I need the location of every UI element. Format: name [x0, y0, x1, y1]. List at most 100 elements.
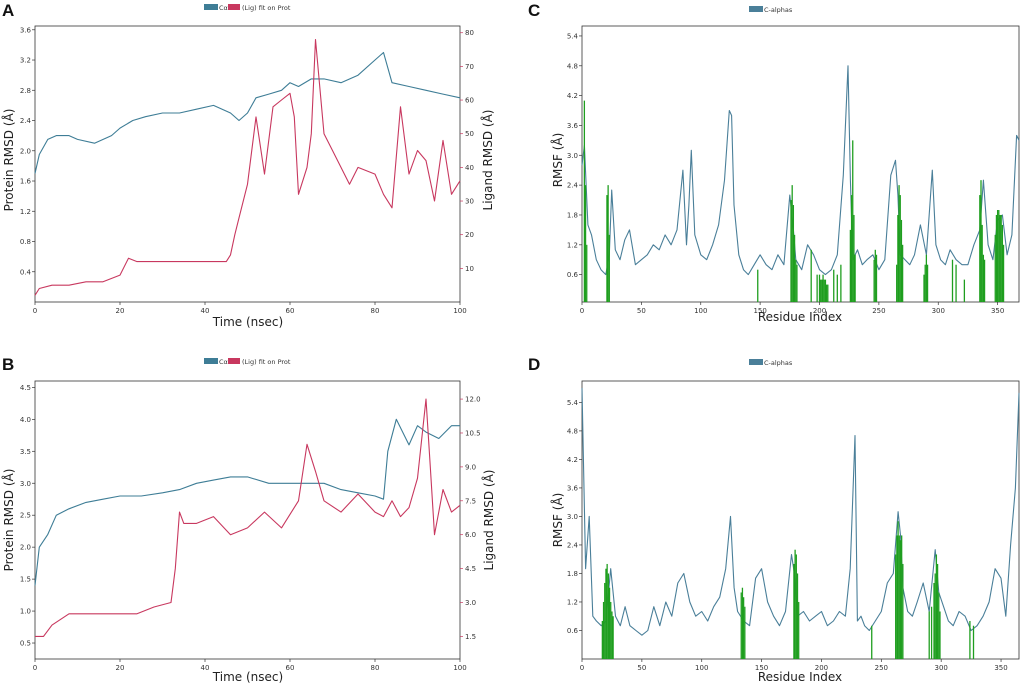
panel-a-xtick-label: 40: [201, 307, 210, 315]
panel-letter-c: C: [528, 1, 540, 20]
panel-b-rmsd-chart: Cα (Lig) fit on Prot Protein RMSD (Å) Li…: [1, 358, 496, 684]
panel-d-ytick-label: 2.4: [567, 541, 579, 549]
panel-c-ytick-label: 0.6: [567, 271, 579, 279]
panel-b-legend-ligand-swatch: [228, 358, 240, 364]
panel-b-ytick-label: 1.5: [20, 576, 31, 584]
panel-c-ytick-label: 2.4: [567, 182, 579, 190]
panel-c-xtick-label: 0: [580, 307, 584, 315]
panel-a-legend-protein-label: Cα: [219, 4, 228, 12]
panel-b-y2label: Ligand RMSD (Å): [481, 470, 496, 571]
panel-c-xtick-label: 300: [932, 307, 945, 315]
panel-b-plot-frame: [34, 380, 461, 660]
panel-c-ytick-label: 4.8: [567, 62, 578, 70]
panel-b-series-ligand-line: [35, 398, 461, 637]
panel-a-y2tick-label: 10: [465, 265, 474, 273]
panel-c-series-c-alphas-line: [581, 65, 1020, 276]
panel-c-ylabel: RMSF (Å): [550, 133, 565, 188]
panel-d-xtick-label: 50: [637, 664, 646, 672]
panel-a-ytick-label: 2.8: [20, 87, 31, 95]
panel-b-ytick-label: 4.5: [20, 384, 31, 392]
panel-a-xtick-label: 100: [453, 307, 466, 315]
panel-a-plot-frame: [34, 25, 461, 303]
panel-d-ytick-label: 0.6: [567, 627, 579, 635]
panel-a-ylabel: Protein RMSD (Å): [1, 109, 16, 212]
panel-c-legend: C-alphas: [749, 6, 793, 14]
panel-d-ylabel: RMSF (Å): [550, 493, 565, 548]
panel-b-legend: Cα (Lig) fit on Prot: [204, 358, 291, 366]
panel-a-ytick-label: 1.2: [20, 208, 31, 216]
panel-b-ytick-label: 0.5: [20, 640, 31, 648]
panel-letter-b: B: [2, 355, 14, 374]
panel-letter-d: D: [528, 355, 540, 374]
panel-c-rmsf-chart: C-alphas RMSF (Å) Residue Index 0 50 100 15…: [550, 6, 1020, 324]
panel-c-ytick-label: 1.2: [567, 241, 578, 249]
panel-d-legend-label: C-alphas: [764, 359, 793, 367]
panel-a-ytick-label: 3.2: [20, 57, 31, 65]
panel-c-xtick-label: 50: [637, 307, 646, 315]
panel-b-series-protein-line: [34, 418, 460, 586]
panel-a-y2tick-label: 50: [465, 130, 474, 138]
panel-c-xlabel: Residue Index: [758, 310, 842, 324]
panel-a-ytick-label: 1.6: [20, 178, 32, 186]
panel-b-legend-protein-label: Cα: [219, 358, 228, 366]
panel-b-xtick-label: 60: [286, 664, 295, 672]
panel-d-ytick-label: 1.2: [567, 598, 578, 606]
panel-b-ytick-label: 3.0: [20, 480, 31, 488]
panel-b-ylabel: Protein RMSD (Å): [1, 469, 16, 572]
panel-b-ytick-label: 4.0: [20, 416, 31, 424]
panel-b-ytick-label: 3.5: [20, 448, 31, 456]
panel-c-legend-swatch: [749, 6, 763, 12]
panel-a-ytick-label: 0.8: [20, 238, 31, 246]
panel-c-xtick-label: 150: [753, 307, 766, 315]
panel-b-legend-protein-swatch: [204, 358, 218, 364]
panel-d-xtick-label: 300: [934, 664, 947, 672]
panel-a-y2tick-label: 30: [465, 198, 474, 206]
panel-b-xlabel: Time (nsec): [212, 670, 283, 684]
panel-b-y2tick-label: 9.0: [465, 463, 476, 471]
panel-a-series-protein-line: [34, 51, 461, 174]
panel-a-xtick-label: 80: [371, 307, 380, 315]
panel-a-legend-ligand-swatch: [228, 4, 240, 10]
panel-d-ytick-label: 5.4: [567, 399, 579, 407]
panel-c-xtick-label: 200: [813, 307, 826, 315]
panel-a-xtick-label: 0: [33, 307, 37, 315]
panel-d-xtick-label: 200: [815, 664, 828, 672]
panel-a-series-ligand-line: [34, 38, 461, 296]
panel-c-ytick-label: 1.8: [567, 211, 578, 219]
panel-a-ytick-label: 2.0: [20, 147, 31, 155]
panel-a-ytick-label: 0.4: [20, 268, 32, 276]
panel-d-plot-frame: [581, 380, 1020, 660]
panel-a-xtick-label: 20: [116, 307, 125, 315]
panel-b-y2tick-label: 12.0: [465, 396, 481, 404]
panel-c-xtick-label: 100: [694, 307, 707, 315]
panel-b-y2tick-label: 6.0: [465, 531, 476, 539]
panel-d-ytick-label: 4.2: [567, 456, 578, 464]
panel-c-ytick-label: 3.6: [567, 122, 579, 130]
panel-b-xtick-label: 40: [201, 664, 210, 672]
panel-b-y2tick-label: 10.5: [465, 429, 481, 437]
panel-a-legend-ligand-label: (Lig) fit on Prot: [242, 4, 291, 12]
panel-b-y2tick-label: 3.0: [465, 599, 476, 607]
panel-a-xtick-label: 60: [286, 307, 295, 315]
panel-b-xtick-label: 20: [116, 664, 125, 672]
panel-a-y2tick-label: 60: [465, 97, 474, 105]
panel-d-xtick-label: 250: [875, 664, 888, 672]
panel-c-legend-label: C-alphas: [764, 6, 793, 14]
panel-c-xtick-label: 250: [872, 307, 885, 315]
panel-d-xtick-label: 150: [755, 664, 768, 672]
panel-c-xtick-label: 350: [991, 307, 1004, 315]
panel-d-rmsf-chart: C-alphas RMSF (Å) Residue Index 0 50 100 15…: [550, 359, 1020, 684]
panel-b-y2tick-label: 4.5: [465, 565, 476, 573]
panel-a-ytick-label: 2.4: [20, 117, 32, 125]
panel-c-ytick-label: 3.0: [567, 152, 578, 160]
panel-d-xlabel: Residue Index: [758, 670, 842, 684]
panel-b-xtick-label: 0: [33, 664, 37, 672]
panel-a-rmsd-chart: Cα (Lig) fit on Prot Protein RMSD (Å) Li…: [1, 4, 495, 329]
panel-a-ytick-label: 3.6: [20, 26, 32, 34]
panel-a-legend: Cα (Lig) fit on Prot: [204, 4, 291, 12]
panel-d-legend: C-alphas: [749, 359, 793, 367]
panel-b-xtick-label: 80: [371, 664, 380, 672]
panel-c-ytick-label: 5.4: [567, 32, 579, 40]
